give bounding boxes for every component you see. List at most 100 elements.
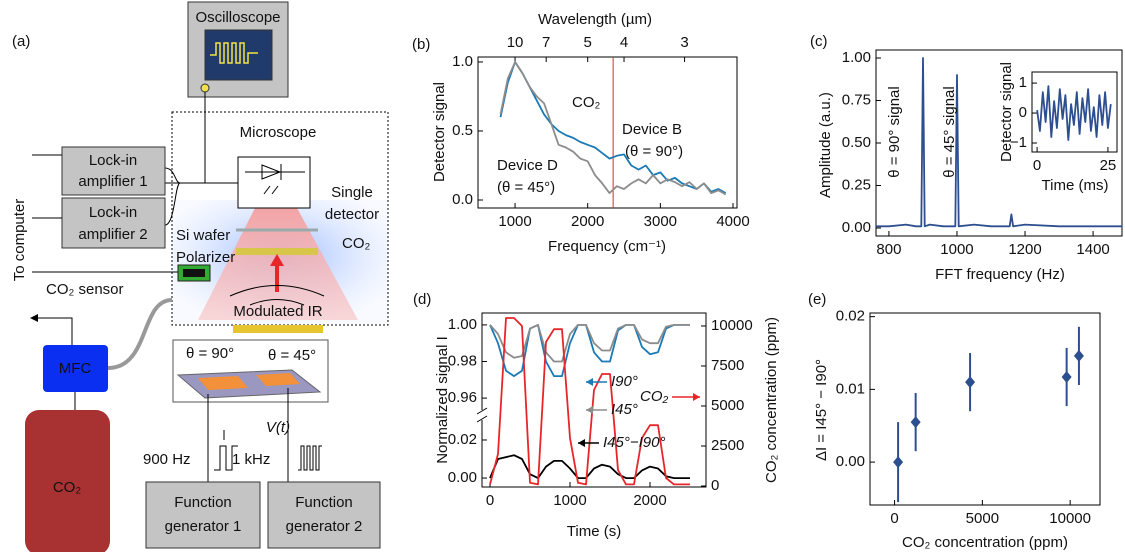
- x-tick-label: 1400: [1076, 241, 1109, 258]
- y-tick-label: 0.02: [836, 308, 865, 325]
- mfc-label: MFC: [59, 360, 92, 377]
- x-tick-label: 25: [1100, 157, 1117, 174]
- y-tick-label: 0: [1019, 104, 1027, 121]
- series-line: [499, 61, 727, 194]
- series-line: [489, 454, 690, 479]
- legend-label: I45°: [611, 401, 638, 418]
- x2-axis-label: Wavelength (µm): [538, 11, 652, 28]
- computer-label: To computer: [11, 199, 28, 282]
- series-line: [875, 57, 1122, 228]
- y-tick-label: 0.0: [452, 191, 473, 208]
- y-tick-label: 0.00: [836, 453, 865, 470]
- series-line: [489, 324, 690, 363]
- gas-cylinder: [25, 410, 110, 552]
- oscilloscope-label: Oscilloscope: [195, 9, 280, 26]
- x-tick-label: 2000: [633, 492, 666, 509]
- series-line: [499, 61, 727, 196]
- panel-label: (e): [808, 291, 826, 308]
- x-tick-label: 4000: [716, 213, 749, 230]
- device: [198, 376, 248, 390]
- legend-arrowhead: [586, 406, 593, 414]
- lockin-label: Lock-in: [89, 204, 137, 221]
- x2-tick-label: 5: [584, 34, 592, 51]
- x-axis-label: Time (ms): [1042, 177, 1109, 194]
- x2-tick-label: 7: [542, 34, 550, 51]
- x-tick-label: 5000: [966, 510, 999, 527]
- panel-label: (c): [810, 33, 828, 50]
- y-tick-label: 0.00: [842, 219, 871, 236]
- generator-label: generator 1: [165, 518, 242, 535]
- y-tick-label: 0.98: [448, 352, 477, 369]
- setup-diagram: (a) Oscilloscope Microscope Lock-in ampl…: [11, 1, 389, 552]
- legend-label: CO₂: [640, 388, 669, 405]
- frequency-label: 900 Hz: [143, 451, 191, 468]
- x-tick-label: 2000: [571, 213, 604, 230]
- ir-label: Modulated IR: [233, 303, 322, 320]
- diode-symbol: [245, 164, 305, 195]
- x-tick-label: 10000: [1049, 510, 1091, 527]
- gas-tube: [107, 298, 173, 370]
- function-generator: [267, 481, 381, 549]
- data-point: [893, 456, 904, 469]
- square-wave: [214, 430, 238, 471]
- y-axis-label: ΔI = I45° − I90°: [813, 359, 830, 461]
- mfc-box: [43, 345, 108, 392]
- data-point: [965, 376, 976, 389]
- plot-frame: [869, 312, 1101, 506]
- y-tick-label: 0.02: [448, 431, 477, 448]
- y-tick-label: 0.50: [842, 134, 871, 151]
- y-axis-label: Detector signal: [431, 82, 448, 182]
- x-tick-label: 0: [486, 492, 494, 509]
- legend-arrowhead: [586, 378, 593, 386]
- y-axis-label: Amplitude (a.u.): [817, 92, 834, 198]
- lockin-box: [61, 146, 166, 196]
- lockin-box: [61, 197, 166, 249]
- y-tick-label: 2500: [711, 437, 744, 454]
- lockin-wire: [164, 167, 181, 226]
- ir-arrowhead: [270, 254, 284, 266]
- legend-label: I90°: [611, 373, 638, 390]
- x2-tick-label: 4: [620, 34, 628, 51]
- y-tick-label: 0.25: [842, 176, 871, 193]
- x-tick-label: 1000: [940, 241, 973, 258]
- output-arrows: [32, 154, 178, 345]
- polarizer: [236, 248, 318, 255]
- waveform: [210, 42, 258, 64]
- panel-label: (a): [12, 33, 30, 50]
- y-tick-label: 1.0: [452, 53, 473, 70]
- y-axis-label: Detector signal: [998, 62, 1015, 162]
- x-axis-label: CO₂ concentration (ppm): [902, 534, 1068, 551]
- lockin-label: amplifier 2: [78, 226, 147, 243]
- annotation: (θ = 90°): [625, 143, 683, 160]
- marker-label: CO₂: [572, 94, 601, 111]
- lockin-label: amplifier 1: [78, 173, 147, 190]
- y2-axis-label: CO₂ concentration (ppm): [763, 317, 780, 483]
- detector-box: [237, 156, 311, 209]
- angle-label: θ = 90°: [186, 345, 234, 362]
- y-tick-label: 1.00: [448, 316, 477, 333]
- data-point: [1073, 349, 1084, 362]
- legend-label: Device B: [622, 121, 682, 138]
- probe: [200, 83, 210, 93]
- y-axis-label: Normalized signal I: [434, 336, 451, 464]
- polarizer-label: Polarizer: [176, 249, 235, 266]
- legend-label: I45°−I90°: [603, 434, 665, 451]
- y-tick-label: 0.01: [836, 380, 865, 397]
- generator-label: generator 2: [286, 518, 363, 535]
- x-tick-label: 800: [876, 241, 901, 258]
- microscope-label: Microscope: [240, 124, 317, 141]
- y-tick-label: 0.5: [452, 122, 473, 139]
- co2-sensor-core: [183, 269, 205, 277]
- gas-label: CO₂: [342, 235, 371, 252]
- x2-tick-label: 3: [680, 34, 688, 51]
- x-tick-label: 0: [1033, 157, 1041, 174]
- detector-label: Single: [331, 184, 373, 201]
- annotation: (θ = 45°): [497, 179, 555, 196]
- y-tick-label: 1: [1019, 74, 1027, 91]
- y-tick-label: 0.96: [448, 389, 477, 406]
- x-tick-label: 1200: [1008, 241, 1041, 258]
- plot-frame: [476, 312, 707, 488]
- x-tick-label: 3000: [644, 213, 677, 230]
- y-tick-label: 0.00: [448, 469, 477, 486]
